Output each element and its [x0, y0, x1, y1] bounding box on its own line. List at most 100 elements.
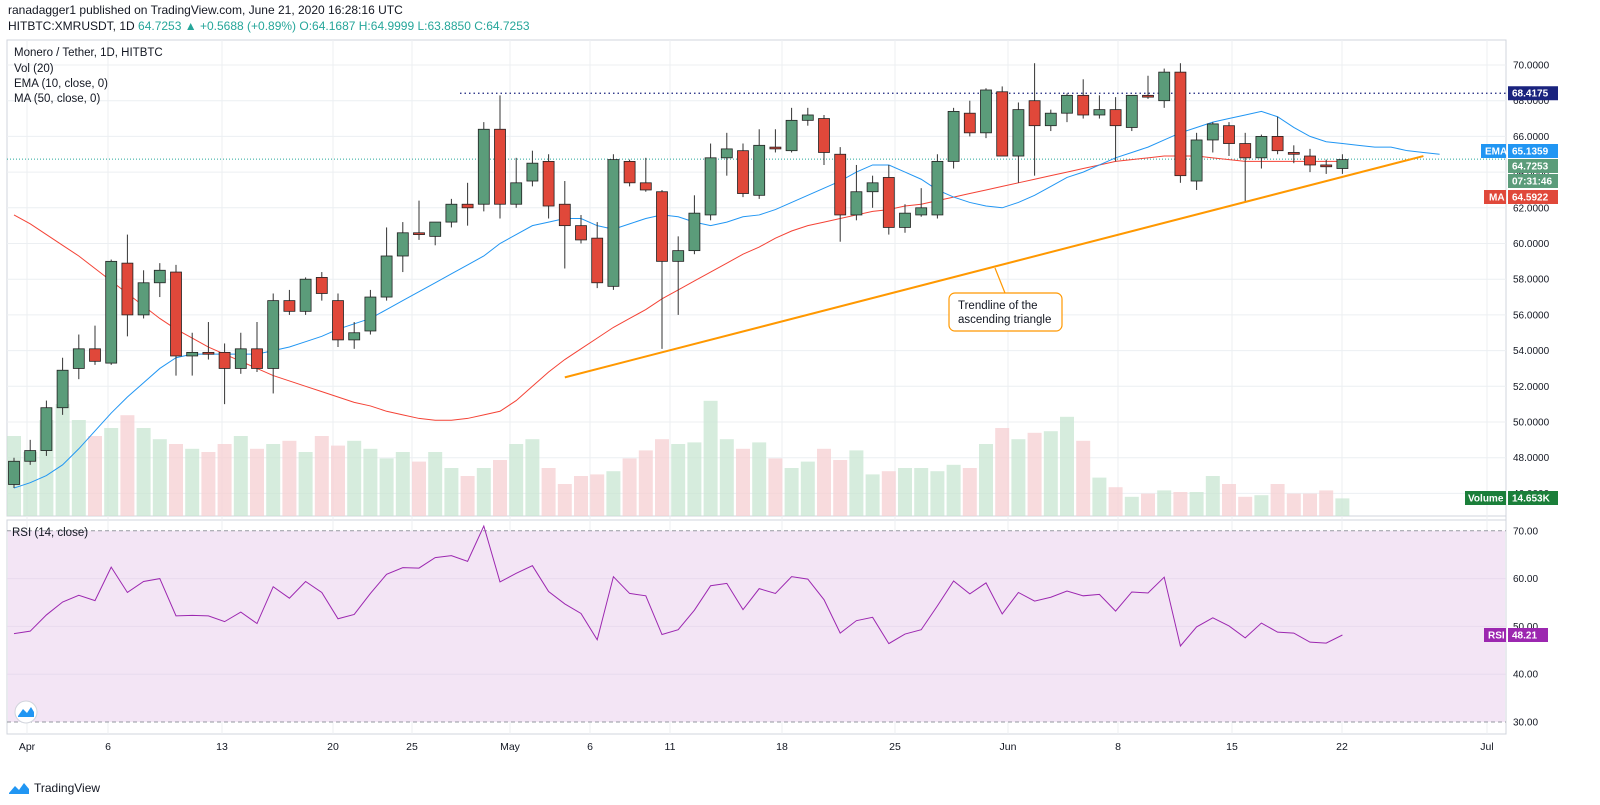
candle — [40, 400, 53, 456]
volume-bar — [460, 476, 475, 516]
volume-bar — [379, 458, 394, 516]
candle — [413, 200, 425, 240]
candle-body — [153, 269, 166, 284]
volume-bar — [557, 484, 572, 516]
candle — [688, 195, 701, 255]
candle-body — [963, 112, 976, 134]
candle-body — [542, 160, 555, 207]
candle-body — [364, 296, 377, 332]
volume-bar — [233, 436, 248, 516]
candle — [1125, 94, 1138, 132]
volume-bar — [1270, 484, 1285, 516]
volume-bar — [266, 444, 281, 516]
time-tick-label: 22 — [1336, 741, 1348, 753]
volume-bar — [1076, 440, 1091, 516]
candle — [56, 357, 69, 415]
candle — [656, 189, 668, 349]
candle — [704, 143, 717, 221]
candle — [1287, 145, 1300, 164]
volume-bar — [152, 439, 167, 516]
legend-title: Monero / Tether, 1D, HITBTC — [14, 47, 163, 59]
volume-bar — [1157, 490, 1172, 516]
candle-body — [1255, 135, 1268, 159]
publisher-name[interactable]: ranadagger1 — [8, 3, 77, 17]
time-tick-label: 6 — [105, 741, 111, 753]
candle-body — [429, 221, 442, 237]
candle-body — [899, 212, 911, 228]
candle-body — [882, 177, 895, 228]
tradingview-logo-icon — [9, 783, 29, 794]
candle-body — [218, 351, 231, 369]
price-tick-label: 54.0000 — [1513, 346, 1550, 357]
candle-body — [656, 191, 668, 262]
candle-body — [510, 182, 523, 205]
candle — [1190, 132, 1203, 190]
legend-ma: MA (50, close, 0) — [14, 93, 101, 105]
candle — [785, 107, 798, 153]
volume-bar — [1254, 495, 1269, 516]
volume-bar — [1222, 484, 1236, 516]
candle-body — [607, 159, 620, 287]
volume-bar — [88, 436, 102, 516]
candle — [380, 227, 393, 301]
candle-body — [380, 255, 393, 298]
volume-bar — [185, 448, 200, 516]
candle-body — [753, 144, 766, 196]
price-tick-label: 68.0000 — [1513, 96, 1550, 107]
candle-body — [737, 150, 749, 194]
time-tick-label: 6 — [587, 741, 593, 753]
candle-body — [688, 212, 701, 252]
tradingview-footer[interactable]: TradingView — [8, 781, 100, 795]
volume-bar — [282, 440, 297, 516]
candle-body — [234, 348, 247, 369]
time-tick-label: Apr — [19, 741, 36, 753]
time-tick-label: Jun — [1000, 741, 1017, 753]
candle-body — [137, 282, 150, 316]
volume-bar — [71, 420, 86, 516]
candle-body — [445, 203, 458, 223]
candle-body — [1190, 139, 1203, 182]
symbol: HITBTC:XMRUSDT, 1D — [8, 19, 135, 33]
candle-body — [818, 118, 830, 153]
candle-body — [8, 460, 20, 485]
volume-bar — [914, 468, 929, 516]
candle — [1304, 148, 1316, 173]
candle-body — [186, 351, 199, 357]
candle — [105, 259, 118, 365]
candle-body — [283, 300, 296, 312]
volume-bar — [1205, 476, 1220, 516]
candle-body — [315, 277, 328, 294]
volume-bar — [1060, 416, 1074, 516]
volume-bar — [493, 460, 507, 516]
rsi-tick-label: 50.00 — [1513, 622, 1538, 633]
volume-bar — [849, 450, 864, 516]
candle-body — [1320, 164, 1333, 168]
price-tick-label: 62.0000 — [1513, 203, 1550, 214]
candle — [1336, 154, 1349, 174]
candle-body — [121, 262, 134, 316]
ema-value-badge: 65.1359 — [1512, 147, 1549, 158]
callout-box — [948, 292, 1063, 332]
candle — [1174, 63, 1187, 183]
countdown-badge: 07:31:46 — [1512, 177, 1552, 188]
price-tick-label: 58.0000 — [1513, 275, 1550, 286]
candle-body — [1028, 100, 1041, 127]
volume-bar — [962, 468, 977, 516]
callout-text-line1: Trendline of the — [958, 300, 1037, 312]
volume-bar — [1173, 492, 1188, 516]
ma-name-tag-bg — [1484, 190, 1506, 204]
volume-bar — [1108, 487, 1123, 516]
volume-value-badge-bg — [1508, 491, 1558, 505]
volume-bar — [1011, 439, 1026, 516]
candle — [1044, 109, 1057, 132]
volume-name-tag-bg — [1465, 491, 1506, 505]
candle-body — [672, 250, 685, 262]
candle-body — [1142, 94, 1154, 98]
rsi-value-badge-bg — [1508, 628, 1548, 642]
candle-body — [866, 182, 879, 193]
candle — [947, 107, 960, 169]
volume-bar — [930, 471, 945, 516]
time-tick-label: 25 — [889, 741, 901, 753]
time-tick-label: 13 — [216, 741, 228, 753]
